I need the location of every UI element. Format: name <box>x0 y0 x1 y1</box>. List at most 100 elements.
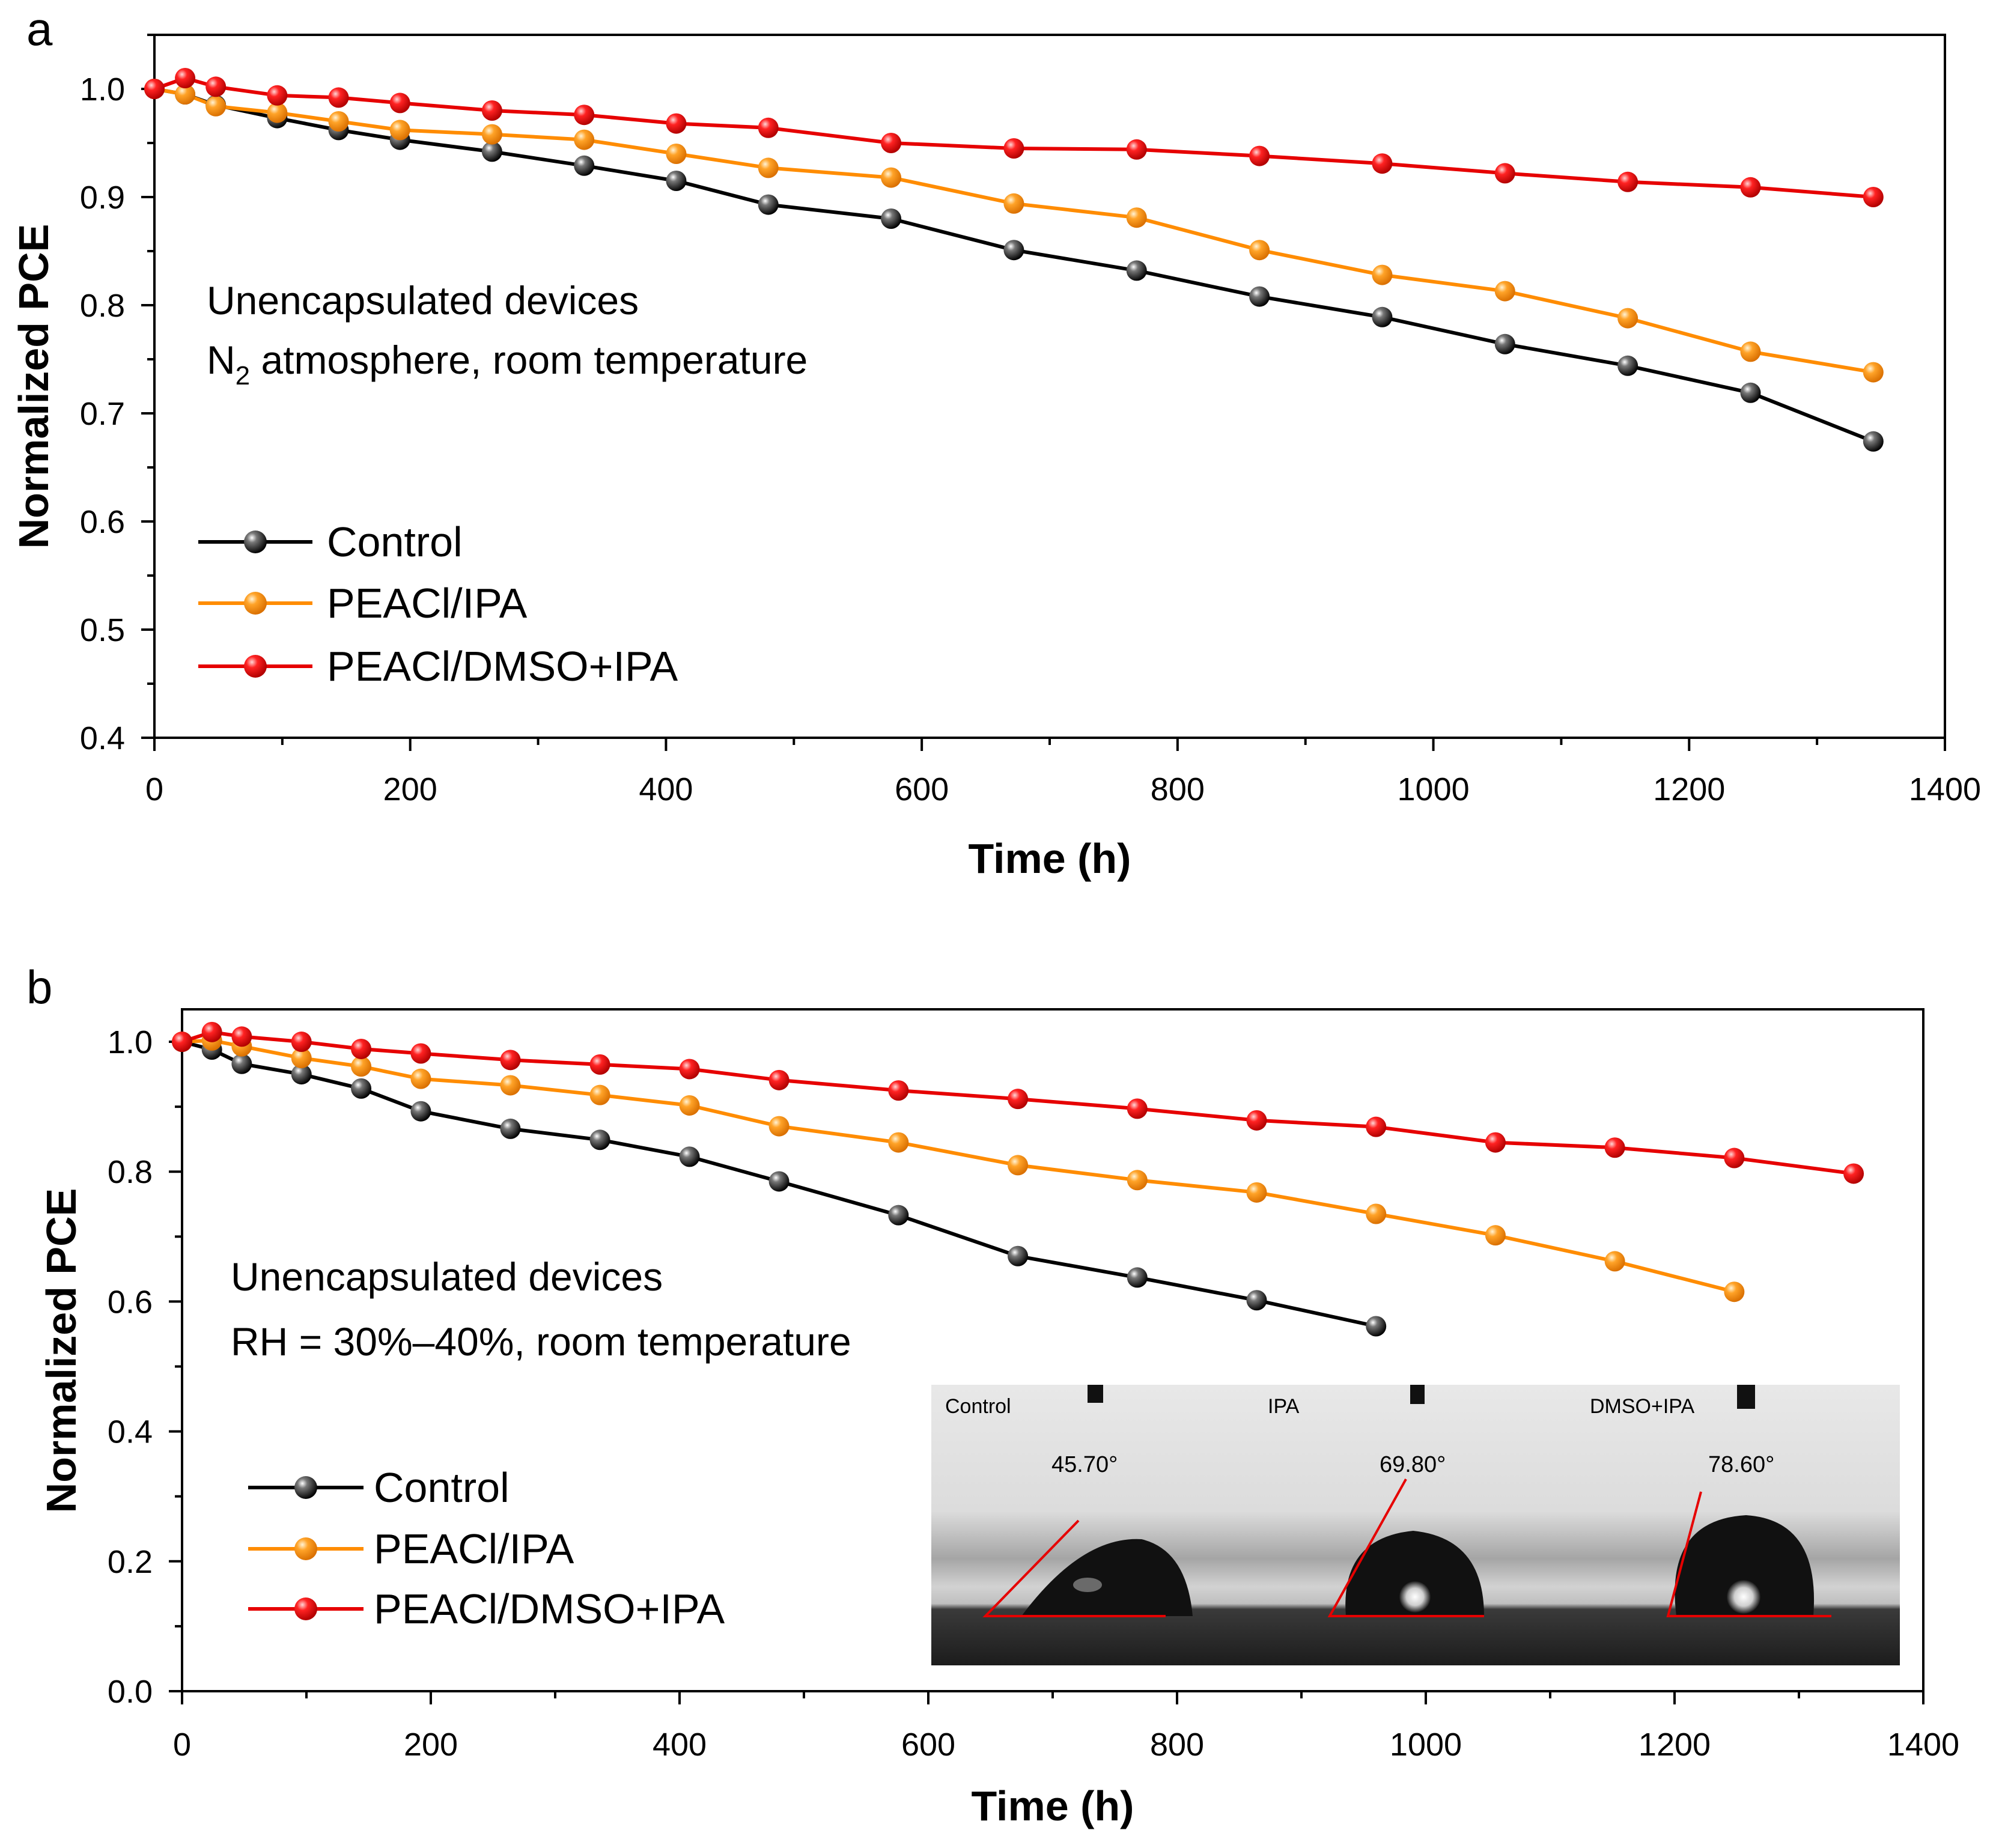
data-point-dmso <box>500 1050 521 1071</box>
series-points-a <box>144 68 1884 452</box>
data-point-dmso <box>267 85 288 106</box>
legend-b-marker-ipa <box>294 1537 317 1560</box>
data-point-ipa <box>481 124 502 145</box>
x-tick-label-a: 1000 <box>1398 771 1470 807</box>
legend-b-item-dmso: PEACl/DMSO+IPA <box>248 1585 725 1632</box>
data-point-control <box>1126 260 1147 281</box>
data-point-control <box>1617 355 1638 376</box>
inset-angle-dmso: 78.60° <box>1708 1452 1774 1477</box>
x-tick-label-a: 600 <box>895 771 949 807</box>
data-point-control <box>1008 1245 1029 1266</box>
legend-b-marker-dmso <box>294 1597 317 1620</box>
data-point-dmso <box>1008 1089 1029 1110</box>
legend-b-item-control: Control <box>248 1464 510 1511</box>
needle-control <box>1088 1385 1103 1403</box>
x-tick-label-a: 200 <box>383 771 437 807</box>
data-point-dmso <box>1127 1098 1148 1119</box>
data-point-dmso <box>1604 1137 1625 1158</box>
data-point-dmso <box>888 1080 909 1101</box>
data-point-ipa <box>1249 240 1270 261</box>
data-point-ipa <box>1604 1251 1625 1272</box>
data-point-control <box>666 171 687 191</box>
data-point-control <box>679 1146 700 1167</box>
data-point-dmso <box>351 1038 372 1059</box>
data-point-ipa <box>328 111 349 132</box>
x-axis-label-b: Time (h) <box>972 1783 1134 1829</box>
y-tick-label-b: 0.4 <box>108 1414 153 1450</box>
y-tick-label-a: 0.4 <box>80 720 125 756</box>
legend-a-label-ipa: PEACl/IPA <box>327 580 528 627</box>
data-point-ipa <box>888 1132 909 1153</box>
legend-a-item-ipa: PEACl/IPA <box>198 580 528 627</box>
data-point-ipa <box>758 157 779 178</box>
legend-a-label-control: Control <box>327 518 463 565</box>
legend-a-marker-ipa <box>244 592 267 615</box>
y-tick-label-b: 0.8 <box>108 1154 153 1190</box>
inset-angle-control: 45.70° <box>1051 1452 1118 1477</box>
annotation-a: Unencapsulated devices N2 atmosphere, ro… <box>207 278 808 391</box>
data-point-dmso <box>1003 138 1024 159</box>
data-point-control <box>1127 1267 1148 1288</box>
x-tick-label-b: 400 <box>653 1727 707 1763</box>
data-point-ipa <box>1740 341 1761 362</box>
legend-a-marker-control <box>244 530 267 553</box>
annotation-a-n: N <box>207 338 236 382</box>
data-point-dmso <box>574 105 595 126</box>
data-point-dmso <box>201 1021 222 1042</box>
x-tick-label-a: 400 <box>639 771 693 807</box>
data-point-ipa <box>1008 1155 1029 1176</box>
data-point-control <box>1863 431 1884 452</box>
y-axis-label-b: Normalized PCE <box>38 1188 85 1513</box>
data-point-ipa <box>881 167 902 188</box>
inset-panel-ipa: IPA 69.80° <box>1252 1385 1578 1665</box>
needle-dmso <box>1737 1385 1755 1409</box>
x-tick-label-a: 0 <box>145 771 163 807</box>
data-point-ipa <box>1863 362 1884 383</box>
droplet-dmso <box>1675 1515 1815 1616</box>
data-point-dmso <box>172 1032 192 1053</box>
inset-angle-ipa: 69.80° <box>1380 1452 1446 1477</box>
panel-label-a: a <box>26 2 53 55</box>
data-point-ipa <box>666 144 687 164</box>
y-tick-label-a: 0.9 <box>80 180 125 216</box>
data-point-dmso <box>881 133 902 153</box>
annotation-b-line2: RH = 30%–40%, room temperature <box>231 1319 851 1364</box>
data-point-control <box>589 1129 610 1150</box>
data-point-dmso <box>1249 145 1270 166</box>
data-point-control <box>500 1118 521 1139</box>
chart-panel-a: a 0 200 400 600 800 1000 1200 14000.40.50.60.70… <box>10 2 1981 882</box>
y-axis-label-a: Normalized PCE <box>10 224 57 549</box>
series-points-b <box>172 1021 1864 1337</box>
data-point-ipa <box>1366 1203 1387 1224</box>
droplet-ipa-shine <box>1399 1581 1431 1612</box>
legend-b-label-dmso: PEACl/DMSO+IPA <box>374 1585 725 1632</box>
data-point-dmso <box>758 117 779 138</box>
data-point-ipa <box>768 1116 790 1137</box>
data-point-control <box>1372 306 1393 327</box>
inset-panel-control-bg <box>931 1385 1252 1665</box>
legend-b-label-control: Control <box>374 1464 510 1511</box>
data-point-ipa <box>291 1048 312 1069</box>
data-point-ipa <box>574 129 595 150</box>
data-point-ipa <box>175 84 196 105</box>
plot-frame-a <box>153 34 1946 739</box>
y-tick-label-a: 1.0 <box>80 71 125 108</box>
data-point-dmso <box>768 1069 790 1090</box>
x-tick-label-b: 1400 <box>1887 1727 1959 1763</box>
legend-a-item-dmso: PEACl/DMSO+IPA <box>198 643 678 690</box>
data-point-ipa <box>351 1056 372 1077</box>
legend-a: Control PEACl/IPA PEACl/DMSO+IPA <box>198 518 678 690</box>
data-point-dmso <box>1372 153 1393 174</box>
annotation-b-line1: Unencapsulated devices <box>231 1254 663 1299</box>
data-point-control <box>481 141 502 162</box>
x-tick-label-b: 600 <box>901 1727 955 1763</box>
x-tick-label-a: 1200 <box>1653 771 1725 807</box>
legend-b: Control PEACl/IPA PEACl/DMSO+IPA <box>248 1464 725 1632</box>
x-tick-label-b: 1000 <box>1390 1727 1462 1763</box>
data-point-ipa <box>1485 1225 1506 1246</box>
data-point-ipa <box>205 96 227 117</box>
data-point-control <box>758 194 779 215</box>
legend-b-label-ipa: PEACl/IPA <box>374 1525 574 1572</box>
data-point-control <box>291 1064 312 1085</box>
droplet-control <box>1021 1539 1193 1616</box>
